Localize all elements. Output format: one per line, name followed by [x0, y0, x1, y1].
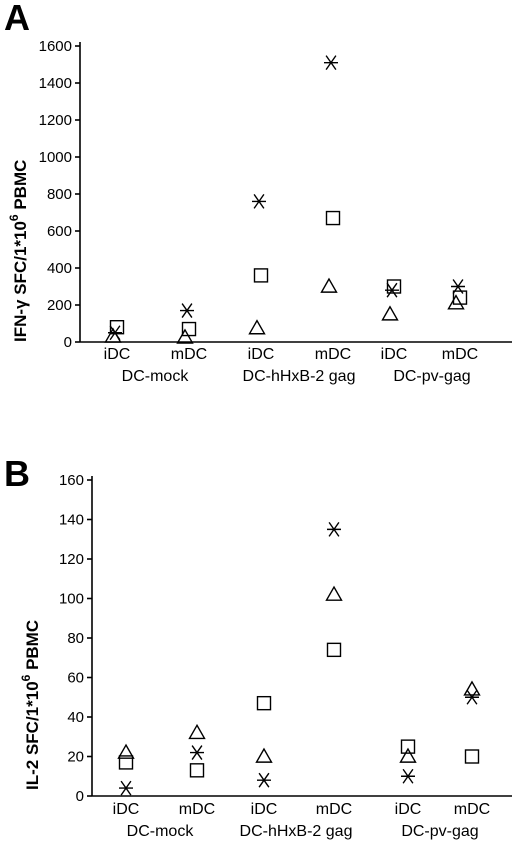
panel-a: A IFN-γ SFC/1*106 PBMC 0 200 400 600 800 1000… [4, 0, 512, 385]
panel-b-group-labels: DC-mock DC-hHxB-2 gag DC-pv-gag [127, 823, 479, 840]
panel-a-x-tick-label: mDC [442, 346, 478, 363]
panel-b-point-asterisk [327, 521, 341, 537]
panel-a-x-tick-label: iDC [381, 346, 408, 363]
panel-b-y-tick-label: 100 [59, 591, 84, 608]
panel-b-point-square [256, 695, 272, 711]
panel-a-y-tick-label: 200 [47, 297, 72, 314]
panel-b-point-asterisk [190, 745, 204, 760]
panel-a-category-labels: iDC mDC iDC mDC iDC mDC [104, 346, 479, 363]
panel-a-point-square [253, 268, 269, 283]
panel-b-x-tick-label: iDC [395, 801, 422, 818]
panel-b-y-tick-label: 160 [59, 472, 84, 489]
panel-a-points [104, 55, 468, 344]
panel-b-y-tick-label: 40 [67, 709, 84, 726]
panel-a-y-tick-label: 1400 [39, 75, 72, 92]
panel-b-point-square [464, 749, 480, 764]
panel-a-y-tick-label: 0 [64, 334, 72, 351]
panel-b-point-asterisk [465, 689, 479, 705]
panel-a-point-asterisk [324, 55, 338, 71]
panel-b-y-tick-label: 80 [67, 630, 84, 647]
panel-b-category-labels: iDC mDC iDC mDC iDC mDC [113, 801, 491, 818]
panel-a-point-square [109, 320, 125, 335]
panel-a-point-square [452, 290, 468, 305]
panel-b-point-asterisk [257, 772, 271, 788]
panel-b-group-label: DC-pv-gag [401, 823, 478, 840]
panel-a-group-label: DC-mock [122, 368, 190, 385]
panel-b-letter: B [4, 453, 30, 494]
panel-a-x-tick-label: mDC [315, 346, 351, 363]
panel-a-point-triangle [104, 327, 122, 343]
panel-a-group-label: DC-hHxB-2 gag [243, 368, 356, 385]
panel-b-y-tick-label: 120 [59, 551, 84, 568]
panel-a-group-labels: DC-mock DC-hHxB-2 gag DC-pv-gag [122, 368, 471, 385]
panel-a-axes [79, 42, 512, 343]
panel-a-y-axis-label: IFN-γ SFC/1*106 PBMC [7, 160, 30, 342]
panel-a-point-triangle [176, 328, 194, 344]
panel-b-x-tick-label: mDC [179, 801, 215, 818]
panel-b-y-tick-label: 60 [67, 670, 84, 687]
panel-a-y-tick-label: 1600 [39, 38, 72, 55]
panel-a-point-asterisk [180, 303, 194, 318]
panel-b-points [117, 521, 481, 796]
panel-b-x-tick-label: iDC [113, 801, 140, 818]
panel-a-point-asterisk [252, 193, 266, 209]
panel-b-y-tick-label: 20 [67, 749, 84, 766]
panel-b-point-triangle [188, 723, 206, 740]
panel-b-point-asterisk [119, 780, 133, 796]
panel-a-point-triangle [248, 319, 266, 335]
panel-a-group-label: DC-pv-gag [393, 368, 470, 385]
panel-a-x-tick-label: iDC [248, 346, 275, 363]
panel-b-point-square [118, 755, 134, 770]
panel-b-y-tick-label: 0 [76, 788, 84, 805]
panel-b-group-label: DC-hHxB-2 gag [240, 823, 353, 840]
panel-a-point-square [325, 210, 341, 226]
panel-b: B IL-2 SFC/1*106 PBMC 0 20 40 60 80 100 120 140… [4, 453, 512, 840]
panel-b-group-label: DC-mock [127, 823, 195, 840]
panel-a-x-tick-label: iDC [104, 346, 131, 363]
panel-a-y-tick-label: 1000 [39, 149, 72, 166]
panel-b-point-triangle [255, 747, 273, 763]
panel-a-y-ticks: 0 200 400 600 800 1000 1200 1400 1600 [39, 38, 80, 351]
panel-b-x-tick-label: iDC [251, 801, 278, 818]
panel-a-letter: A [4, 0, 30, 38]
panel-b-point-square [400, 739, 416, 754]
panel-b-y-axis-label: IL-2 SFC/1*106 PBMC [19, 620, 42, 790]
panel-a-point-triangle [381, 305, 399, 321]
panel-b-y-tick-label: 140 [59, 512, 84, 529]
panel-a-y-tick-label: 600 [47, 223, 72, 240]
panel-b-point-triangle [463, 680, 481, 696]
panel-a-y-tick-label: 1200 [39, 112, 72, 129]
panel-b-x-tick-label: mDC [316, 801, 352, 818]
panel-b-point-triangle [399, 747, 417, 763]
panel-b-point-square [326, 642, 342, 658]
panel-a-y-tick-label: 800 [47, 186, 72, 203]
panel-a-point-triangle [447, 294, 465, 310]
panel-a-y-tick-label: 400 [47, 260, 72, 277]
panel-b-point-square [189, 763, 205, 778]
panel-b-point-triangle [325, 585, 343, 601]
panel-a-point-square [386, 279, 402, 294]
panel-b-point-asterisk [401, 768, 415, 784]
panel-b-x-tick-label: mDC [454, 801, 490, 818]
panel-b-axes [91, 476, 512, 797]
panel-a-point-triangle [320, 277, 338, 293]
panel-a-x-tick-label: mDC [171, 346, 207, 363]
panel-a-point-square [181, 321, 197, 337]
panel-b-point-triangle [117, 743, 135, 759]
panel-b-y-ticks: 0 20 40 60 80 100 120 140 160 [59, 472, 92, 805]
